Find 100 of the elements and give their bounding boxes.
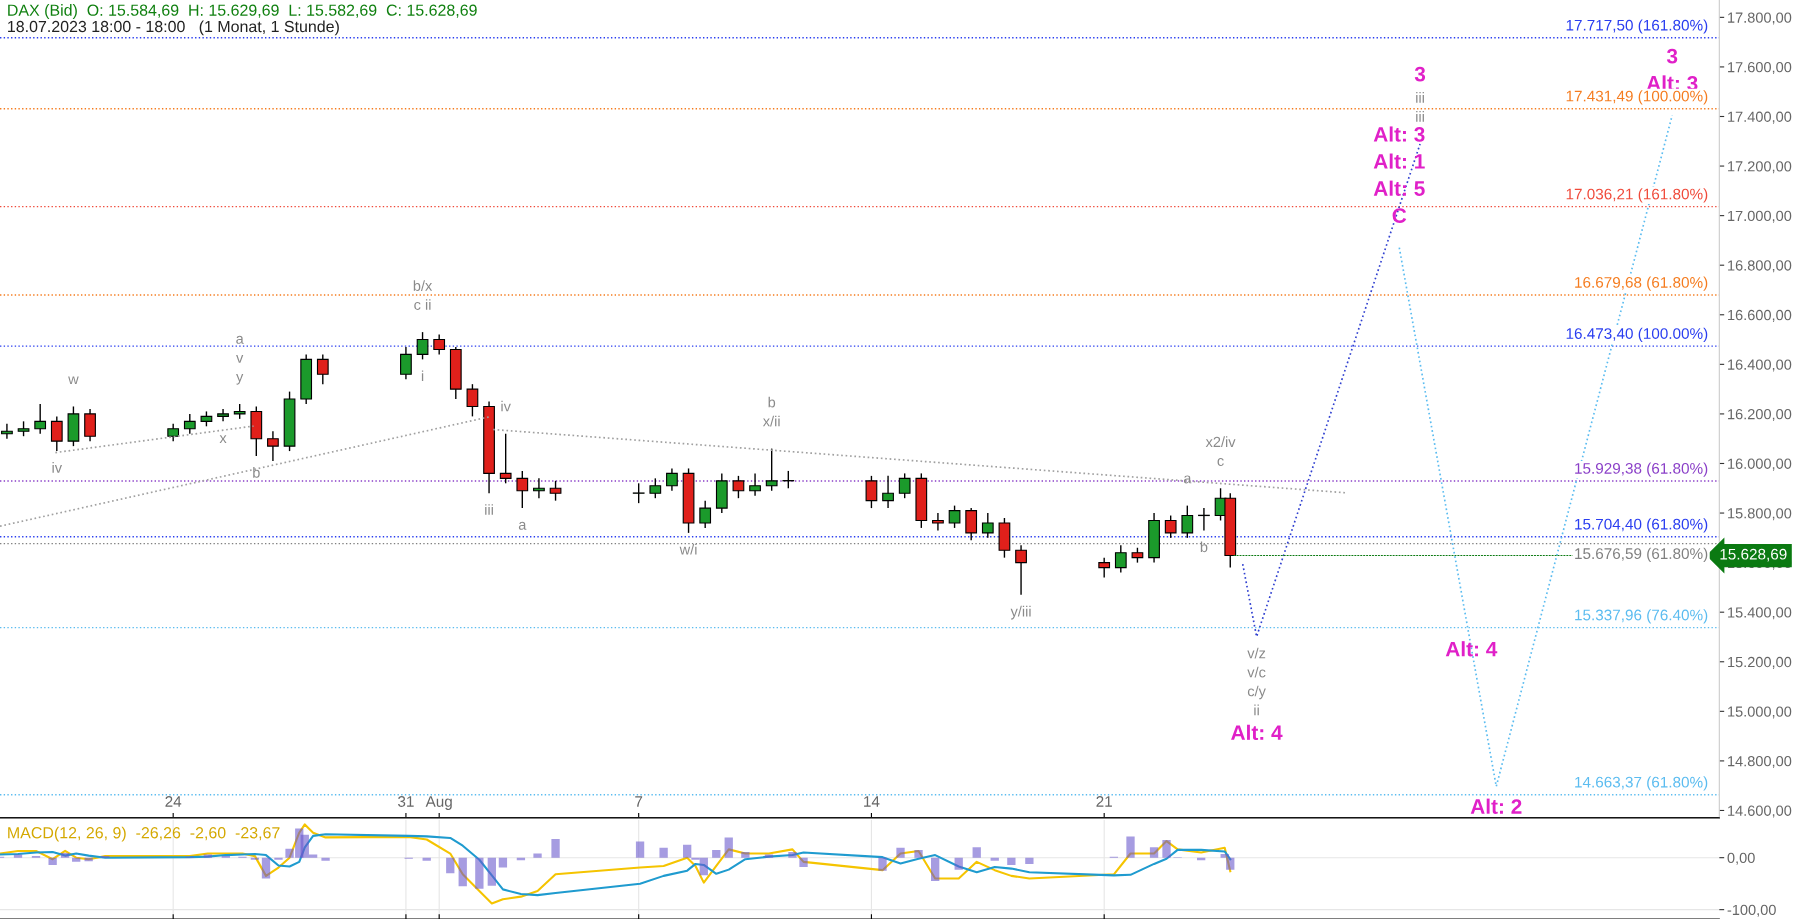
annotation: c [1217,458,1224,467]
y-tick-label: 17.000,00 [1728,210,1792,223]
annotation: x [219,435,227,443]
y-tick-label: -100,00 [1727,904,1776,917]
bar [741,851,750,858]
bar [300,834,309,858]
candlestick [932,512,944,532]
ref-line-label: 16.473,40 (100.00%) [1566,327,1708,342]
y-tick-label: 14.600,00 [1728,805,1792,818]
candlestick [549,480,562,502]
bar [458,857,467,887]
candlestick [1114,544,1127,574]
bar [13,854,23,858]
annotation: a [518,521,527,530]
annotation: x2/iv [1205,436,1236,448]
candlestick [84,408,96,442]
bar [487,857,496,886]
bar [446,857,455,874]
y-tick-label: 16.000,00 [1728,458,1792,471]
bar [250,857,260,860]
x-tick-label: 7 [635,796,643,807]
bar [799,857,808,868]
annotation: 15.628,69 [1720,548,1787,562]
candlestick [499,433,512,485]
bar [1220,854,1229,858]
bar [1149,847,1159,858]
annotation: c ii [414,299,431,310]
candlestick [416,331,429,361]
annotation: b [768,396,776,408]
ref-line-label: 15.676,59 (61.80%) [1575,547,1708,563]
candlestick [981,512,994,539]
y-tick-label: 17.800,00 [1728,12,1792,25]
ref-line-label: 15.337,96 (76.40%) [1575,609,1708,624]
candlestick [50,415,63,452]
y-tick-label: 17.400,00 [1728,111,1792,124]
bar [475,857,484,889]
candlestick [1098,556,1111,579]
bar [764,854,774,858]
annotation: v/z [1247,647,1266,659]
annotation: iv [501,400,511,412]
annotation: 3 [1414,66,1426,82]
bar [551,838,560,858]
bar [691,857,700,860]
bar [635,841,645,858]
bar [699,857,708,876]
bar [1162,840,1171,858]
bar [261,857,271,879]
bar [878,857,887,871]
x-tick-label: 21 [1096,796,1112,807]
annotation: x/ii [762,415,780,427]
bar [321,857,330,861]
annotation: 3 [1666,48,1678,64]
candlestick [732,475,745,499]
bar [533,853,542,858]
candlestick [632,482,645,504]
annotation: a [1183,475,1192,484]
candlestick [267,430,279,462]
bar [308,854,318,858]
y-tick-label: 15.200,00 [1728,656,1792,669]
candlestick [217,408,229,423]
y-tick-label: 16.800,00 [1728,260,1792,273]
ref-line-label: 16.679,68 (61.80%) [1575,276,1708,291]
bar [285,848,294,858]
candlestick [965,507,978,542]
chart-title: MACD(12, 26, 9) -26,26 -2,60 -23,67 [8,826,280,842]
candlestick [898,472,911,499]
candlestick [865,475,878,509]
bar [1025,857,1034,864]
candlestick [516,470,529,509]
ref-line-label: 17.717,50 (161.80%) [1566,19,1708,34]
bar [422,857,431,861]
bar [788,851,797,858]
candlestick [183,413,196,435]
x-tick-label: 31 [398,796,414,807]
annotation: b [253,467,260,478]
bar [203,854,212,858]
annotation: v/c [1247,666,1266,678]
bar [931,857,940,882]
bar [1007,857,1016,865]
y-tick-label: 17.200,00 [1728,161,1792,174]
annotation: Alt: 3 [1373,126,1425,142]
candlestick [749,472,761,497]
bar [659,847,668,858]
candlestick [1181,504,1194,539]
ref-line-label: 14.663,37 (61.80%) [1575,776,1708,791]
bar [498,857,508,868]
annotation: Alt: 4 [1445,641,1498,657]
annotation: iii [1416,111,1424,122]
ref-line-label: 15.704,40 (61.80%) [1575,518,1708,533]
bar [896,847,905,858]
annotation: iii [1416,92,1424,103]
y-tick-label: 16.600,00 [1728,309,1792,322]
candlestick [699,499,712,529]
bar [48,857,57,865]
annotation: v [236,354,244,363]
candlestick [1015,544,1027,596]
candlestick [882,475,894,509]
annotation: w/i [679,543,697,555]
candlestick [1164,514,1177,539]
annotation: i [421,370,424,381]
